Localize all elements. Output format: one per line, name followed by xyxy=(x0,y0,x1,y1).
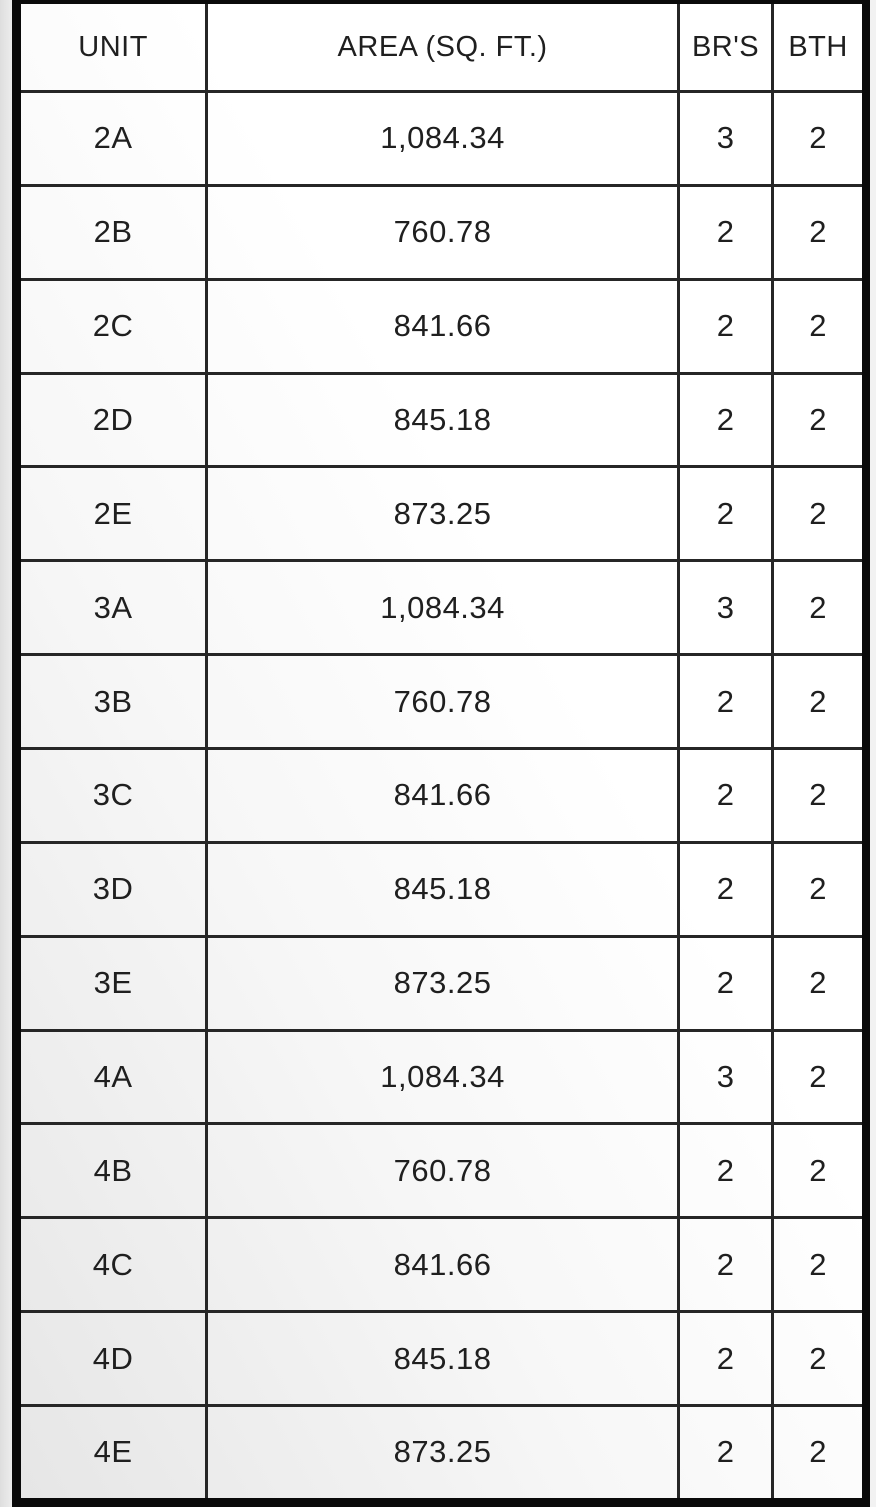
table-row: 4E 873.25 2 2 xyxy=(21,1404,862,1498)
area-cell: 873.25 xyxy=(205,937,677,1029)
brs-cell: 2 xyxy=(676,1125,771,1217)
area-cell: 873.25 xyxy=(205,468,677,560)
bth-cell: 2 xyxy=(771,1407,862,1498)
brs-cell: 2 xyxy=(676,750,771,841)
column-header-bth: BTH xyxy=(771,4,862,90)
area-cell: 760.78 xyxy=(205,1125,677,1217)
column-header-area: AREA (SQ. FT.) xyxy=(205,4,677,90)
bth-cell: 2 xyxy=(771,937,862,1029)
bth-cell: 2 xyxy=(771,93,862,184)
table-row: 2A 1,084.34 3 2 xyxy=(21,90,862,184)
area-cell: 760.78 xyxy=(205,656,677,748)
area-cell: 873.25 xyxy=(205,1407,677,1498)
bth-cell: 2 xyxy=(771,186,862,278)
unit-cell: 2E xyxy=(93,495,133,531)
bth-cell: 2 xyxy=(771,843,862,935)
area-cell: 841.66 xyxy=(205,1219,677,1311)
unit-cell: 4A xyxy=(93,1059,133,1095)
area-cell: 845.18 xyxy=(205,374,677,466)
bth-cell: 2 xyxy=(771,656,862,748)
unit-cell: 3E xyxy=(93,965,133,1001)
bth-cell: 2 xyxy=(771,1125,862,1217)
brs-cell: 2 xyxy=(676,280,771,372)
brs-cell: 2 xyxy=(676,1219,771,1311)
table-row: 3C 841.66 2 2 xyxy=(21,747,862,841)
table-row: 4C 841.66 2 2 xyxy=(21,1216,862,1311)
bth-cell: 2 xyxy=(771,750,862,841)
unit-cell: 4D xyxy=(92,1340,134,1376)
unit-cell: 3C xyxy=(92,777,134,813)
brs-cell: 2 xyxy=(676,468,771,560)
unit-cell: 3D xyxy=(92,871,134,907)
area-cell: 841.66 xyxy=(205,280,677,372)
unit-area-schedule-table: UNIT AREA (SQ. FT.) BR'S BTH 2A 1,084.34… xyxy=(12,0,870,1507)
table-row: 2B 760.78 2 2 xyxy=(21,183,862,278)
unit-cell: 2B xyxy=(93,214,133,250)
table-row: 3A 1,084.34 3 2 xyxy=(21,559,862,654)
area-cell: 1,084.34 xyxy=(205,1031,677,1123)
table-row: 3E 873.25 2 2 xyxy=(21,934,862,1029)
column-header-unit: UNIT xyxy=(78,30,148,63)
unit-cell: 4E xyxy=(93,1434,133,1470)
area-cell: 841.66 xyxy=(205,750,677,841)
area-cell: 1,084.34 xyxy=(205,562,677,654)
area-cell: 1,084.34 xyxy=(205,93,677,184)
table-header-row: UNIT AREA (SQ. FT.) BR'S BTH xyxy=(21,4,862,90)
column-header-brs: BR'S xyxy=(676,4,771,90)
unit-cell: 2D xyxy=(92,402,134,437)
brs-cell: 2 xyxy=(676,1407,771,1498)
bth-cell: 2 xyxy=(771,1219,862,1311)
table-row: 4B 760.78 2 2 xyxy=(21,1122,862,1217)
bth-cell: 2 xyxy=(771,562,862,654)
bth-cell: 2 xyxy=(771,374,862,466)
table-row: 4A 1,084.34 3 2 xyxy=(21,1028,862,1123)
area-cell: 760.78 xyxy=(205,186,677,278)
unit-cell: 2A xyxy=(93,120,133,156)
table-row: 3D 845.18 2 2 xyxy=(21,840,862,935)
table-row: 2D 845.18 2 2 xyxy=(21,371,862,466)
unit-cell: 4C xyxy=(92,1246,134,1282)
unit-cell: 3B xyxy=(93,683,133,719)
brs-cell: 3 xyxy=(676,93,771,184)
brs-cell: 2 xyxy=(676,937,771,1029)
table-body: 2A 1,084.34 3 2 2B 760.78 2 2 2C 841.66 … xyxy=(21,90,862,1498)
brs-cell: 3 xyxy=(676,562,771,654)
brs-cell: 2 xyxy=(676,843,771,935)
bth-cell: 2 xyxy=(771,1031,862,1123)
unit-cell: 4B xyxy=(93,1152,133,1188)
table-row: 4D 845.18 2 2 xyxy=(21,1310,862,1405)
brs-cell: 3 xyxy=(676,1031,771,1123)
bth-cell: 2 xyxy=(771,280,862,372)
unit-cell: 2C xyxy=(92,308,134,344)
unit-cell: 3A xyxy=(93,589,133,625)
area-cell: 845.18 xyxy=(205,1313,677,1405)
brs-cell: 2 xyxy=(676,656,771,748)
area-cell: 845.18 xyxy=(205,843,677,935)
brs-cell: 2 xyxy=(676,186,771,278)
bth-cell: 2 xyxy=(771,468,862,560)
brs-cell: 2 xyxy=(676,374,771,466)
table-row: 2E 873.25 2 2 xyxy=(21,465,862,560)
table-row: 3B 760.78 2 2 xyxy=(21,653,862,748)
brs-cell: 2 xyxy=(676,1313,771,1405)
table-row: 2C 841.66 2 2 xyxy=(21,277,862,372)
bth-cell: 2 xyxy=(771,1313,862,1405)
